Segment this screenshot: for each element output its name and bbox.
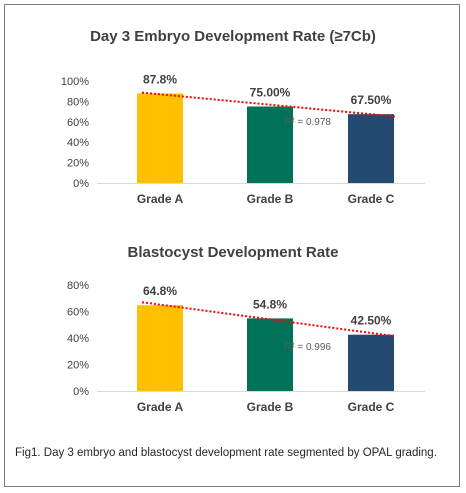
bar-grade-c xyxy=(348,114,394,183)
trendline xyxy=(141,301,396,338)
bar-grade-b xyxy=(247,106,293,183)
y-tick-label: 100% xyxy=(61,76,89,88)
y-tick-label: 80% xyxy=(67,96,89,108)
y-tick-label: 60% xyxy=(67,117,89,129)
figure-caption: Fig1. Day 3 embryo and blastocyst develo… xyxy=(15,447,437,459)
data-label: 67.50% xyxy=(351,93,392,107)
data-label: 87.8% xyxy=(143,72,177,86)
chart-canvas: Day 3 Embryo Development Rate (≥7Cb) 0% 20… xyxy=(61,28,425,414)
x-category-label: Grade A xyxy=(137,192,184,206)
x-category-label: Grade C xyxy=(348,192,395,206)
bar-grade-b xyxy=(247,318,293,391)
r-squared-label: R² = 0.978 xyxy=(284,117,331,128)
y-tick-label: 20% xyxy=(67,360,89,372)
bar-grade-a xyxy=(137,305,183,391)
chart-title: Day 3 Embryo Development Rate (≥7Cb) xyxy=(90,28,376,45)
data-label: 54.8% xyxy=(253,297,287,311)
data-label: 64.8% xyxy=(143,284,177,298)
data-label: 75.00% xyxy=(250,86,291,100)
y-tick-label: 60% xyxy=(67,307,89,319)
chart-title: Blastocyst Development Rate xyxy=(128,244,339,261)
data-label: 42.50% xyxy=(351,314,392,328)
figure-frame: Day 3 Embryo Development Rate (≥7Cb) 0% 20… xyxy=(4,4,460,487)
r-squared-label: R² = 0.996 xyxy=(284,342,331,353)
bar-grade-a xyxy=(137,93,183,183)
y-tick-label: 80% xyxy=(67,280,89,292)
y-tick-label: 0% xyxy=(73,386,89,398)
x-category-label: Grade B xyxy=(247,192,294,206)
x-category-label: Grade A xyxy=(137,400,184,414)
x-category-label: Grade B xyxy=(247,400,294,414)
y-tick-label: 40% xyxy=(67,333,89,345)
y-tick-label: 40% xyxy=(67,137,89,149)
y-tick-label: 0% xyxy=(73,178,89,190)
bar-grade-c xyxy=(348,334,394,391)
y-tick-label: 20% xyxy=(67,158,89,170)
x-category-label: Grade C xyxy=(348,400,395,414)
